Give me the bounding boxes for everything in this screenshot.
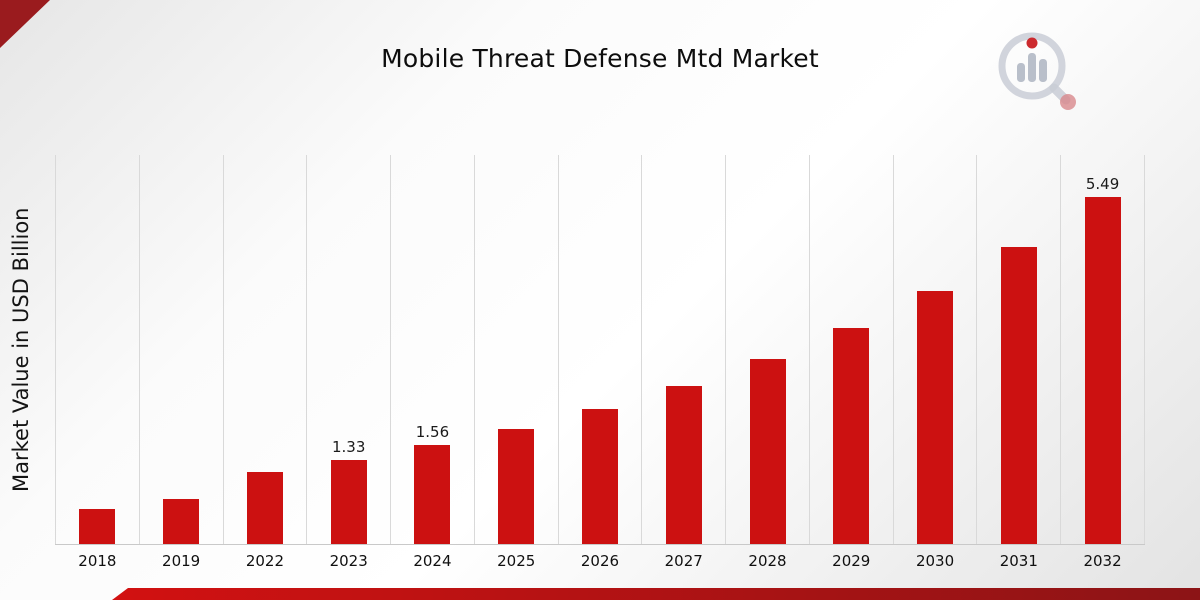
bar-2018 <box>79 509 116 544</box>
bar-2028 <box>749 359 786 544</box>
bar-2032: 5.49 <box>1084 175 1121 544</box>
x-tick-label: 2032 <box>1083 552 1122 570</box>
x-tick-label: 2025 <box>497 552 536 570</box>
x-tick-label: 2031 <box>999 552 1038 570</box>
corner-accent-triangle <box>0 0 50 48</box>
bar-2027 <box>665 385 702 544</box>
bar-2019 <box>163 499 200 544</box>
bar-2030 <box>917 291 954 544</box>
bar-value-label: 5.49 <box>1085 174 1120 193</box>
bar-2024: 1.56 <box>414 423 451 544</box>
x-tick-label: 2019 <box>162 552 201 570</box>
bar-2025 <box>498 428 535 544</box>
x-tick-label: 2018 <box>78 552 117 570</box>
bottom-ribbon <box>112 588 1200 600</box>
chart-column: 2025 <box>473 155 558 570</box>
x-tick-label: 2030 <box>915 552 955 570</box>
chart-column: 2026 <box>557 155 642 570</box>
plot-area: 2018 2019 2022 1.33 2023 1.56 2024 2025 2026 2027… <box>55 155 1145 570</box>
bar-2031 <box>1000 247 1037 544</box>
bar-2026 <box>581 409 618 544</box>
x-tick-label: 2022 <box>245 552 284 570</box>
y-axis-title: Market Value in USD Billion <box>9 207 33 493</box>
chart-column: 2028 <box>725 155 809 570</box>
bar-value-label: 1.33 <box>331 437 366 456</box>
bar-value-label: 1.56 <box>415 423 450 442</box>
brand-logo-icon <box>994 28 1082 116</box>
chart-column: 2018 <box>55 155 139 570</box>
x-tick-label: 2023 <box>329 552 368 570</box>
chart-column: 2031 <box>976 155 1060 570</box>
x-tick-label: 2028 <box>748 552 787 570</box>
chart-column: 2022 <box>222 155 307 570</box>
x-tick-label: 2024 <box>413 552 452 570</box>
x-tick-label: 2026 <box>580 552 620 570</box>
chart-title: Mobile Threat Defense Mtd Market <box>381 44 819 73</box>
chart-column: 2019 <box>138 155 223 570</box>
chart-column: 1.56 2024 <box>390 155 474 570</box>
x-tick-label: 2027 <box>664 552 703 570</box>
bar-2029 <box>833 327 870 544</box>
bar-2023: 1.33 <box>330 438 367 544</box>
chart-column: 2029 <box>808 155 893 570</box>
bar-2022 <box>246 471 283 544</box>
chart-column: 1.33 2023 <box>306 155 390 570</box>
chart-column: 2027 <box>641 155 725 570</box>
x-tick-label: 2029 <box>832 552 871 570</box>
chart-column: 2030 <box>892 155 977 570</box>
chart-column: 5.49 2032 <box>1060 155 1145 570</box>
